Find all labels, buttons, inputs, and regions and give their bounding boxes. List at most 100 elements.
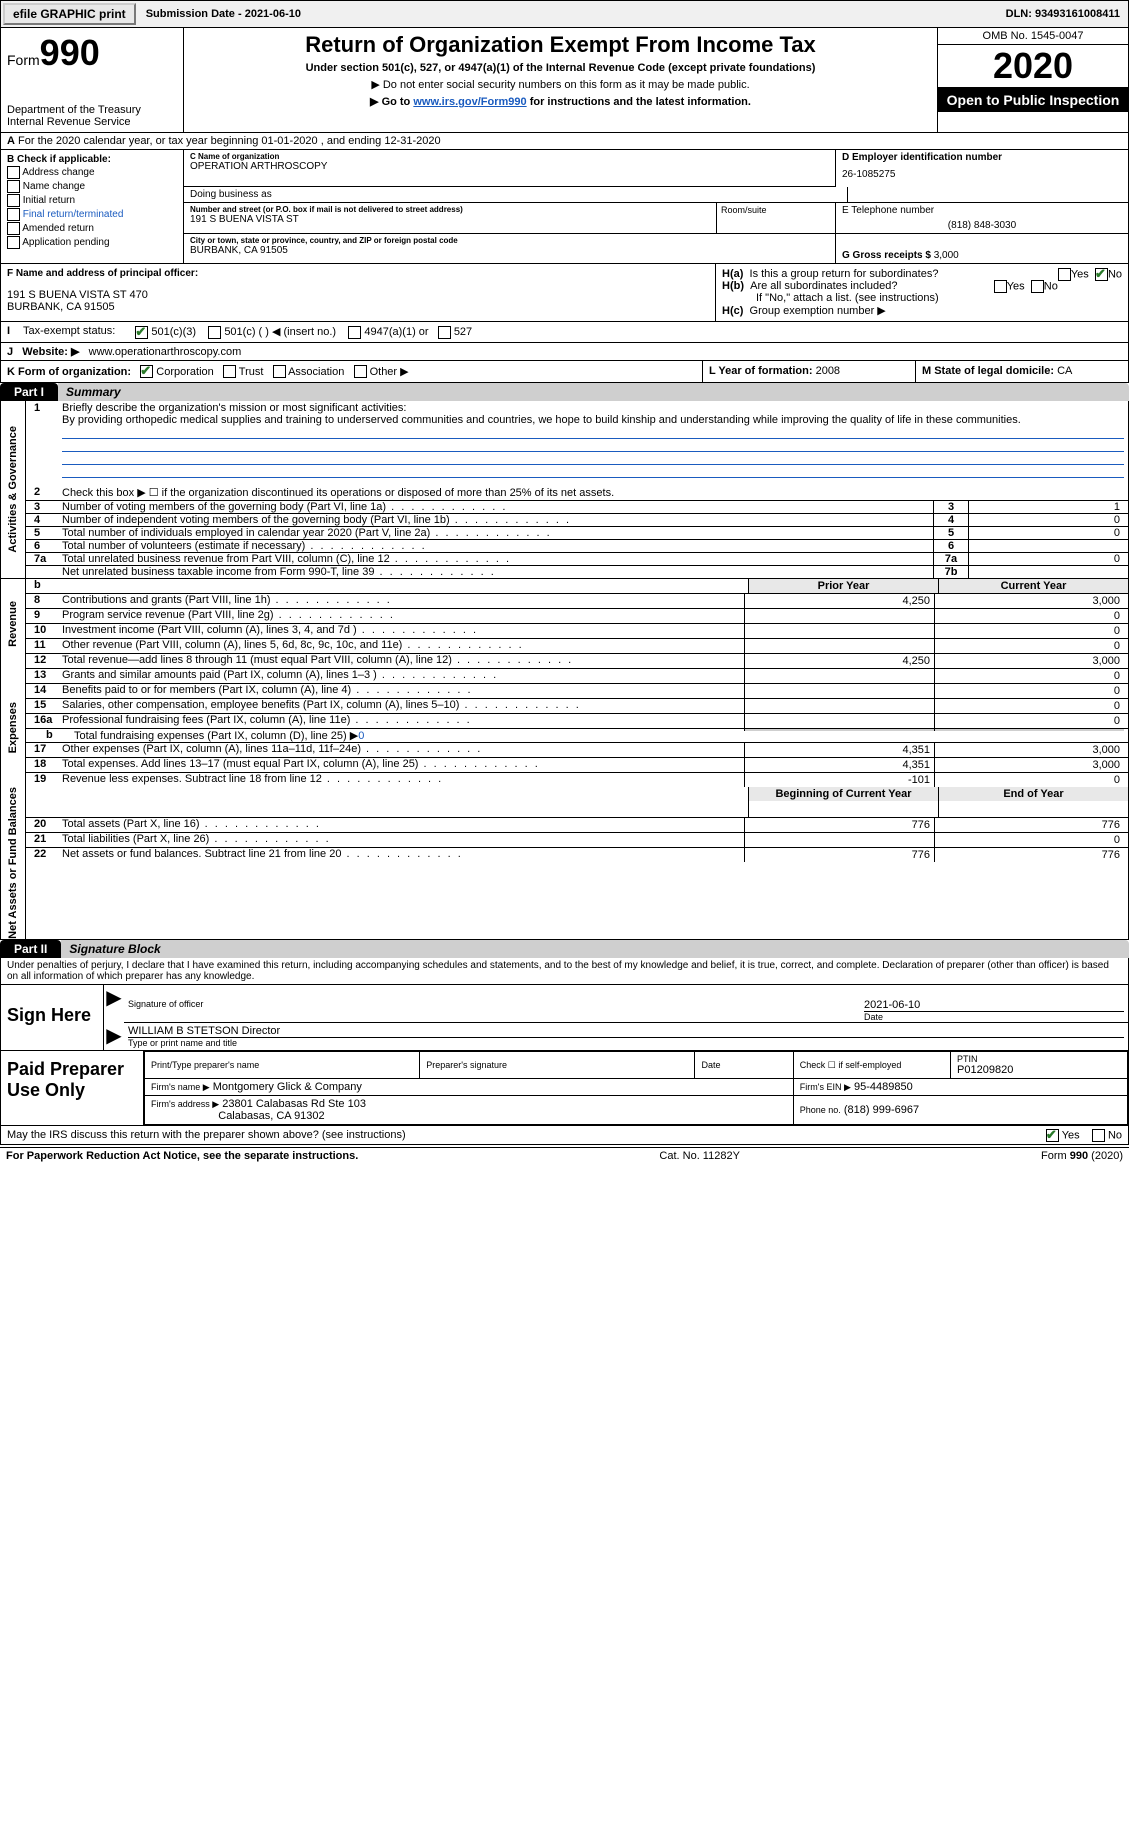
l-label: L Year of formation: [709, 365, 813, 377]
curr-val: 776 [934, 848, 1124, 862]
chk-527[interactable] [438, 326, 451, 339]
row-box: 3 [934, 501, 969, 513]
sign-block: Sign Here ▶ Signature of officer 2021-06… [0, 985, 1129, 1051]
top-bar: efile GRAPHIC print Submission Date - 20… [0, 0, 1129, 28]
chk-final-return[interactable]: Final return/terminated [7, 208, 177, 221]
curr-val: 0 [934, 773, 1124, 787]
row-num: 18 [30, 758, 62, 770]
chk-trust[interactable] [223, 365, 236, 378]
ha-yes-chk[interactable] [1058, 268, 1071, 281]
ha-no-chk[interactable] [1095, 268, 1108, 281]
fh-block: F Name and address of principal officer:… [0, 264, 1129, 343]
row-box: 5 [934, 527, 969, 539]
curr-val: 3,000 [934, 654, 1124, 668]
part1-header: Part I Summary [0, 383, 1129, 401]
chk-address-change[interactable]: Address change [7, 166, 177, 179]
row-num: 7a [30, 553, 62, 565]
curr-val: 0 [934, 669, 1124, 683]
end-year-hdr: End of Year [938, 787, 1128, 801]
gross-receipts: 3,000 [934, 250, 959, 261]
hb-no-chk[interactable] [1031, 280, 1044, 293]
discuss-yes-chk[interactable] [1046, 1129, 1059, 1142]
header-left: Form990 Department of the Treasury Inter… [1, 28, 184, 132]
date-label: Date [864, 1012, 1124, 1022]
chk-amended[interactable]: Amended return [7, 222, 177, 235]
prior-val [744, 714, 934, 728]
firm-name: Montgomery Glick & Company [213, 1081, 362, 1093]
phone-lbl: Phone no. [800, 1105, 841, 1115]
d-label: D Employer identification number [842, 152, 1122, 163]
c-name-label: C Name of organization [190, 152, 829, 161]
subtitle-3: ▶ Go to www.irs.gov/Form990 for instruct… [190, 95, 931, 108]
main-info-block: B Check if applicable: Address change Na… [0, 150, 1129, 264]
chk-assoc[interactable] [273, 365, 286, 378]
column-cde: C Name of organization OPERATION ARTHROS… [184, 150, 1128, 263]
ha-label: H(a) [722, 268, 743, 280]
efile-print-button[interactable]: efile GRAPHIC print [3, 3, 136, 25]
sig-officer-label: Signature of officer [128, 999, 864, 1022]
row-text: Net unrelated business taxable income fr… [62, 566, 933, 578]
street-value: 191 S BUENA VISTA ST [190, 214, 710, 225]
penalties-text: Under penalties of perjury, I declare th… [0, 958, 1129, 985]
sign-here-label: Sign Here [1, 985, 104, 1050]
submission-date: Submission Date - 2021-06-10 [138, 6, 309, 22]
row-box: 7b [934, 566, 969, 578]
cell-street: Number and street (or P.O. box if mail i… [184, 203, 835, 234]
cell-city: City or town, state or province, country… [184, 234, 835, 263]
discuss-text: May the IRS discuss this return with the… [7, 1129, 406, 1141]
chk-501c[interactable] [208, 326, 221, 339]
row-text: Professional fundraising fees (Part IX, … [62, 714, 744, 726]
row-text: Total revenue—add lines 8 through 11 (mu… [62, 654, 744, 666]
chk-501c3[interactable] [135, 326, 148, 339]
data-row: 18 Total expenses. Add lines 13–17 (must… [26, 757, 1128, 772]
chk-4947[interactable] [348, 326, 361, 339]
row-val: 0 [969, 553, 1124, 565]
discuss-no-chk[interactable] [1092, 1129, 1105, 1142]
chk-corp[interactable] [140, 365, 153, 378]
side-revenue: Revenue [0, 579, 25, 668]
cell-e: E Telephone number (818) 848-3030 [835, 203, 1128, 234]
chk-name-change[interactable]: Name change [7, 180, 177, 193]
l16b-num: b [30, 729, 74, 741]
part1-tab: Part I [0, 383, 58, 401]
subtitle-2: ▶ Do not enter social security numbers o… [190, 78, 931, 91]
row-num: 11 [30, 639, 62, 651]
row-text: Benefits paid to or for members (Part IX… [62, 684, 744, 696]
prior-val [744, 639, 934, 653]
prior-val [744, 609, 934, 623]
sign-date: 2021-06-10 [864, 999, 1124, 1012]
prior-val [744, 669, 934, 683]
irs-link[interactable]: www.irs.gov/Form990 [413, 96, 526, 108]
hb-yes-chk[interactable] [994, 280, 1007, 293]
tax-year: 2020 [938, 45, 1128, 88]
firm-ein-lbl: Firm's EIN ▶ [800, 1082, 851, 1092]
footer-right: Form 990 (2020) [1041, 1150, 1123, 1162]
ha-text: Is this a group return for subordinates? [750, 268, 939, 280]
row-num: 16a [30, 714, 62, 726]
footer: For Paperwork Reduction Act Notice, see … [0, 1147, 1129, 1164]
row-num: 14 [30, 684, 62, 696]
goto-post: for instructions and the latest informat… [527, 96, 751, 108]
discuss-row: May the IRS discuss this return with the… [0, 1126, 1129, 1145]
data-row: 19 Revenue less expenses. Subtract line … [26, 772, 1128, 787]
row-text: Total number of volunteers (estimate if … [62, 540, 933, 552]
hb-note: If "No," attach a list. (see instruction… [722, 292, 1122, 304]
form-header: Form990 Department of the Treasury Inter… [0, 28, 1129, 133]
officer-addr2: BURBANK, CA 91505 [7, 301, 709, 313]
dln-label: DLN: 93493161008411 [998, 6, 1128, 22]
current-year-hdr: Current Year [938, 579, 1128, 593]
row-text: Total unrelated business revenue from Pa… [62, 553, 933, 565]
firm-addr-lbl: Firm's address ▶ [151, 1099, 219, 1109]
chk-other[interactable] [354, 365, 367, 378]
row-text: Net assets or fund balances. Subtract li… [62, 848, 744, 860]
hb-label: H(b) [722, 280, 744, 292]
row-val: 0 [969, 514, 1124, 526]
data-row: 11 Other revenue (Part VIII, column (A),… [26, 638, 1128, 653]
chk-initial-return[interactable]: Initial return [7, 194, 177, 207]
side-net-assets: Net Assets or Fund Balances [0, 787, 25, 940]
e-label: E Telephone number [842, 205, 1122, 216]
chk-application-pending[interactable]: Application pending [7, 236, 177, 249]
curr-val: 0 [934, 684, 1124, 698]
curr-val: 3,000 [934, 594, 1124, 608]
ptin-hdr: PTIN [957, 1054, 1121, 1064]
